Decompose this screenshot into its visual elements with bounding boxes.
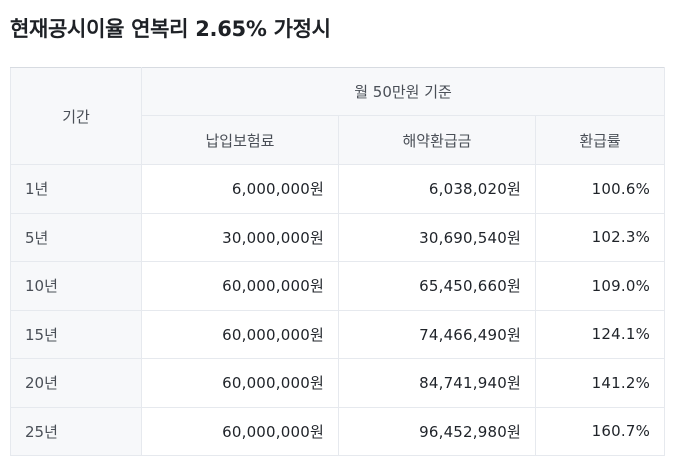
refund-cell: 74,466,490원 (338, 309, 536, 359)
premium-cell: 30,000,000원 (141, 212, 339, 262)
table-row: 1년 6,000,000원 6,038,020원 100.6% (10, 164, 666, 214)
premium-cell: 6,000,000원 (141, 164, 339, 214)
refund-cell: 65,450,660원 (338, 261, 536, 311)
table-row: 5년 30,000,000원 30,690,540원 102.3% (10, 212, 666, 262)
rate-cell: 109.0% (534, 261, 666, 311)
group-header: 월 50만원 기준 (140, 67, 666, 116)
table-row: 20년 60,000,000원 84,741,940원 141.2% (10, 358, 666, 408)
rate-header: 환급률 (534, 115, 666, 165)
rate-cell: 100.6% (534, 164, 666, 214)
refund-cell: 30,690,540원 (338, 212, 536, 262)
period-cell: 1년 (10, 164, 142, 214)
period-cell: 25년 (10, 406, 142, 456)
refund-cell: 6,038,020원 (338, 164, 536, 214)
table-row: 10년 60,000,000원 65,450,660원 109.0% (10, 261, 666, 311)
period-cell: 5년 (10, 212, 142, 262)
premium-cell: 60,000,000원 (141, 406, 339, 456)
table-row: 15년 60,000,000원 74,466,490원 124.1% (10, 309, 666, 359)
period-cell: 10년 (10, 261, 142, 311)
period-header: 기간 (10, 67, 142, 165)
page-title: 현재공시이율 연복리 2.65% 가정시 (10, 17, 331, 41)
refund-table: 기간 월 50만원 기준 납입보험료 해약환급금 환급률 1년 6,000,00… (10, 67, 666, 456)
rate-cell: 141.2% (534, 358, 666, 408)
table-row: 25년 60,000,000원 96,452,980원 160.7% (10, 406, 666, 456)
rate-cell: 124.1% (534, 309, 666, 359)
premium-header: 납입보험료 (141, 115, 339, 165)
refund-header: 해약환급금 (338, 115, 536, 165)
rate-cell: 102.3% (534, 212, 666, 262)
rate-cell: 160.7% (534, 406, 666, 456)
period-cell: 15년 (10, 309, 142, 359)
premium-cell: 60,000,000원 (141, 261, 339, 311)
premium-cell: 60,000,000원 (141, 309, 339, 359)
refund-cell: 84,741,940원 (338, 358, 536, 408)
refund-cell: 96,452,980원 (338, 406, 536, 456)
premium-cell: 60,000,000원 (141, 358, 339, 408)
period-cell: 20년 (10, 358, 142, 408)
